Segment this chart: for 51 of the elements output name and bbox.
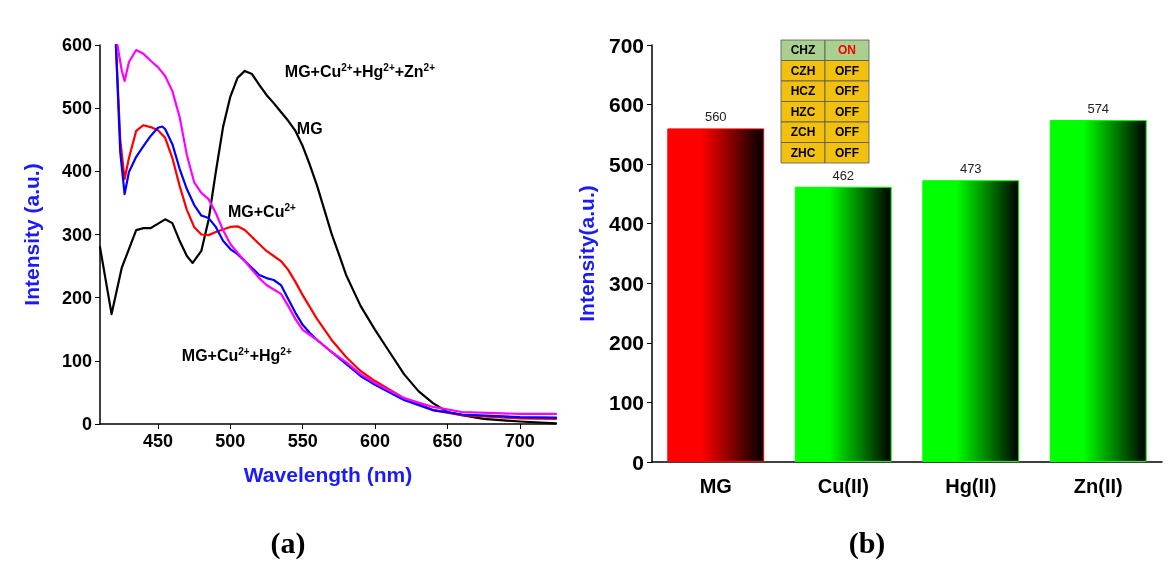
data-label: 473 [959, 161, 982, 177]
annotation: ON [838, 43, 856, 58]
y-tick-label: 500 [61, 98, 92, 119]
annotation: ZCH [790, 125, 816, 140]
y-tick-label: 700 [608, 33, 644, 57]
data-label: 574 [1087, 101, 1110, 117]
annotation: OFF [835, 104, 859, 119]
annotation: CZH [790, 63, 816, 78]
x-tick-label: MG [699, 475, 732, 497]
x-tick-label: 500 [215, 431, 246, 451]
annotation: MG [296, 119, 323, 137]
annotation: ZHC [790, 145, 816, 160]
bar [667, 128, 765, 462]
x-tick-label: Zn(II) [1073, 475, 1123, 497]
x-tick-label: 550 [287, 431, 318, 451]
y-tick-label: 200 [61, 287, 92, 308]
y-tick-label: 100 [61, 350, 92, 371]
annotation: OFF [835, 145, 859, 160]
bar [794, 186, 892, 462]
y-tick-label: 600 [61, 35, 92, 55]
x-tick-label: 450 [142, 431, 173, 451]
x-tick-label: 700 [504, 431, 535, 451]
annotation: OFF [835, 63, 859, 78]
x-axis-title: Wavelength (nm) [243, 463, 413, 486]
text: (b) [848, 525, 886, 560]
annotation: OFF [835, 125, 859, 140]
x-tick-label: Hg(II) [945, 475, 997, 497]
y-tick-label: 0 [632, 450, 644, 474]
annotation: HCZ [790, 84, 816, 99]
annotation: OFF [835, 84, 859, 99]
y-tick-label: 100 [608, 390, 644, 414]
y-tick-label: 600 [608, 93, 644, 117]
y-tick-label: 300 [61, 224, 92, 245]
y-axis-title: Intensity(a.u.) [575, 185, 598, 322]
bar [922, 180, 1020, 462]
x-tick-label: Cu(II) [817, 475, 869, 497]
y-tick-label: 400 [61, 161, 92, 182]
y-axis-title: Intensity (a.u.) [20, 163, 43, 306]
x-tick-label: 600 [360, 431, 391, 451]
x-tick-label: 650 [432, 431, 463, 451]
y-tick-label: 0 [81, 414, 92, 434]
y-tick-label: 400 [608, 212, 644, 236]
data-label: 560 [704, 109, 727, 125]
annotation: HZC [790, 104, 816, 119]
bar [1049, 120, 1147, 462]
y-tick-label: 300 [608, 271, 644, 295]
annotation: CHZ [790, 43, 816, 58]
y-tick-label: 500 [608, 152, 644, 176]
data-label: 462 [832, 167, 855, 183]
text: (a) [270, 525, 306, 560]
y-tick-label: 200 [608, 331, 644, 355]
